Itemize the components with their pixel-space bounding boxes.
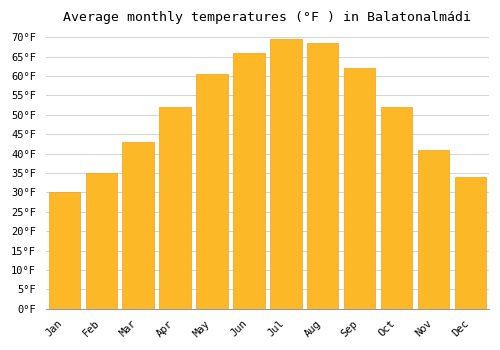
Bar — [233, 53, 264, 309]
Bar — [307, 43, 338, 309]
Bar — [381, 107, 412, 309]
Bar — [86, 173, 117, 309]
Bar — [160, 107, 190, 309]
Bar — [344, 68, 376, 309]
Bar — [48, 193, 80, 309]
Bar — [270, 39, 302, 309]
Title: Average monthly temperatures (°F ) in Balatonalmádi: Average monthly temperatures (°F ) in Ba… — [64, 11, 472, 24]
Bar — [122, 142, 154, 309]
Bar — [418, 150, 449, 309]
Bar — [454, 177, 486, 309]
Bar — [196, 74, 228, 309]
